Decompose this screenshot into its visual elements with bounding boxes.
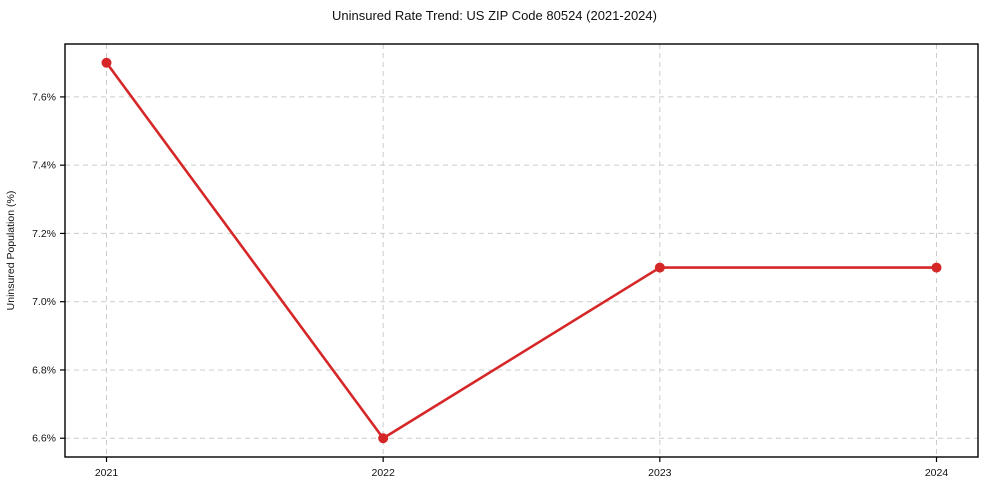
plot-border — [64, 43, 979, 458]
x-tick-label: 2021 — [95, 467, 119, 479]
y-tick-label: 7.4% — [32, 160, 56, 172]
y-tick-label: 6.6% — [32, 433, 56, 445]
x-tick-label: 2022 — [371, 467, 395, 479]
y-axis-label: Uninsured Population (%) — [5, 191, 17, 311]
data-point — [931, 262, 942, 273]
y-tick-label: 6.8% — [32, 364, 56, 376]
trend-line — [105, 61, 938, 440]
y-tick-label: 7.0% — [32, 296, 56, 308]
data-point — [378, 433, 389, 444]
data-point — [654, 262, 665, 273]
x-tick-label: 2024 — [925, 467, 949, 479]
y-tick-label: 7.2% — [32, 228, 56, 240]
chart-title: Uninsured Rate Trend: US ZIP Code 80524 … — [332, 8, 657, 23]
y-tick-label: 7.6% — [32, 91, 56, 103]
x-tick-label: 2023 — [648, 467, 672, 479]
data-point — [101, 57, 112, 68]
